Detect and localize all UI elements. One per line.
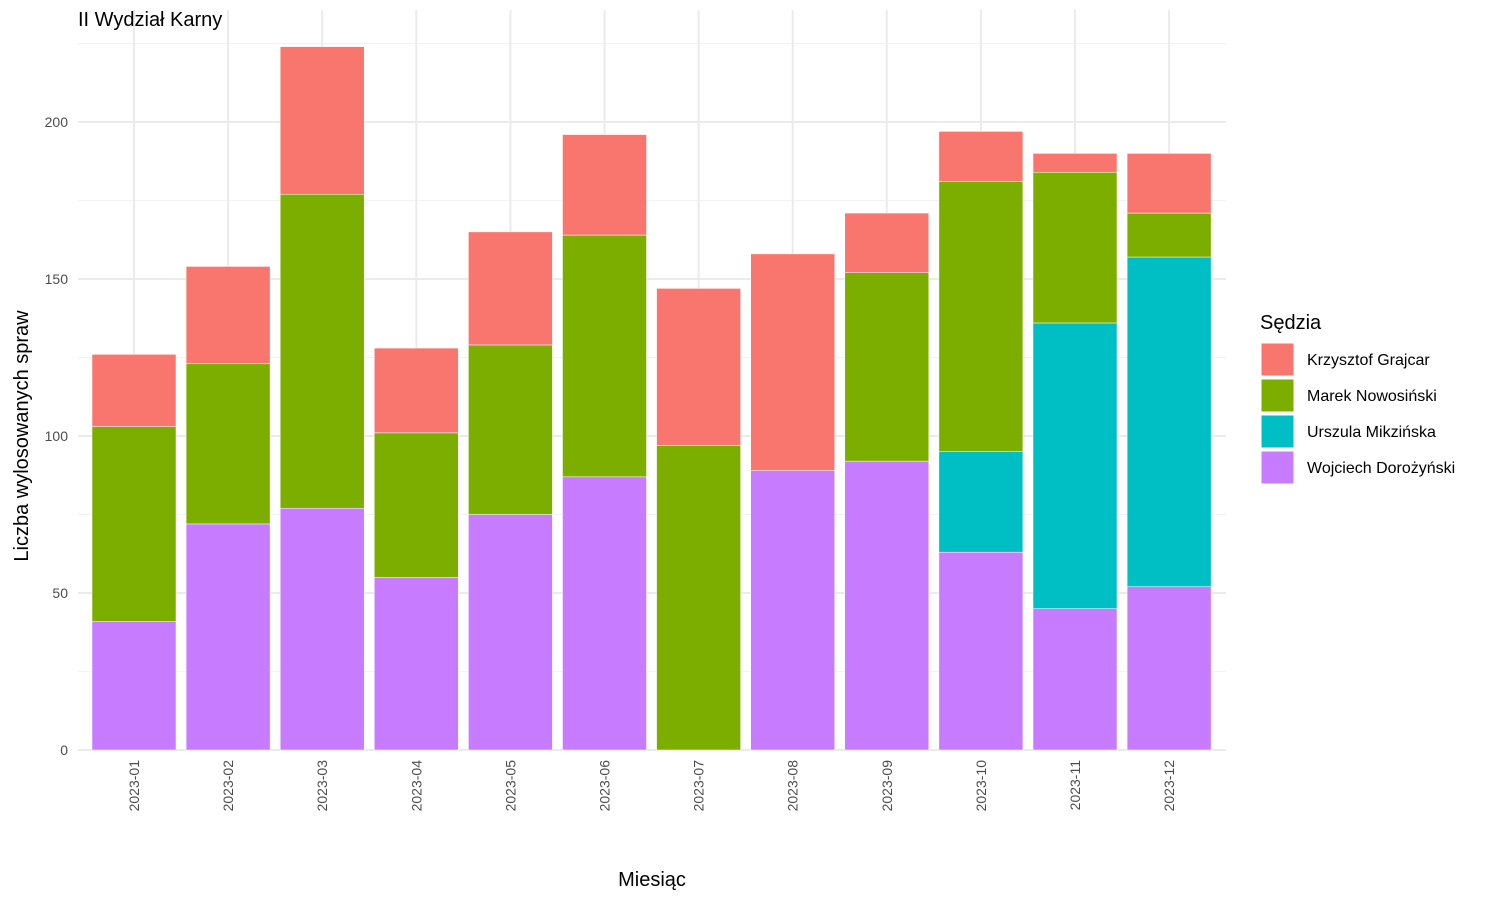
legend: Sędzia Krzysztof Grajcar Marek Nowosiński… (1260, 312, 1455, 485)
x-tick-label: 2023-08 (785, 760, 801, 812)
x-tick-label: 2023-05 (502, 760, 518, 812)
bar-segment (185, 363, 271, 525)
bar-segment (374, 577, 459, 751)
bar-segment (185, 523, 271, 751)
bar-segment (279, 507, 365, 751)
x-tick-label: 2023-11 (1067, 760, 1083, 811)
x-axis: 2023-01 2023-02 2023-03 2023-04 2023-05 2023-… (126, 760, 1177, 812)
bar-segment (656, 445, 741, 751)
chart-title: II Wydział Karny (78, 9, 222, 31)
legend-key (1260, 342, 1295, 377)
bar-segment (1126, 586, 1212, 751)
bar-segment (562, 234, 647, 478)
x-tick-label: 2023-04 (408, 760, 424, 812)
legend-label: Marek Nowosiński (1307, 388, 1437, 405)
bar-segment (1032, 171, 1118, 324)
x-axis-title: Miesiąc (618, 869, 686, 891)
x-tick-label: 2023-01 (126, 760, 142, 812)
bar-segment (750, 470, 835, 751)
bar-segment (91, 354, 177, 427)
bar-segment (374, 347, 459, 434)
y-axis-title: Liczba wylosowanych spraw (11, 310, 33, 562)
legend-label: Wojciech Dorożyński (1307, 460, 1455, 477)
bar-segment (91, 426, 177, 622)
bar-segment (185, 266, 271, 365)
x-tick-label: 2023-07 (691, 760, 707, 812)
bar-segment (468, 514, 553, 751)
legend-key (1260, 450, 1295, 485)
bar-segment (844, 272, 930, 462)
bar-segment (1032, 322, 1118, 609)
legend-key (1260, 414, 1295, 449)
bar-segment (1032, 608, 1118, 751)
legend-title: Sędzia (1260, 312, 1322, 334)
y-axis: 0 50 100 150 200 (45, 114, 69, 758)
x-tick-label: 2023-02 (220, 760, 236, 812)
x-tick-label: 2023-03 (314, 760, 330, 812)
bar-segment (91, 621, 177, 751)
x-tick-label: 2023-10 (973, 760, 989, 812)
y-tick-label: 50 (52, 585, 68, 601)
legend-label: Krzysztof Grajcar (1307, 352, 1430, 369)
x-tick-label: 2023-06 (597, 760, 613, 812)
bar-segment (938, 551, 1024, 751)
bar-segment (844, 212, 930, 273)
bar-segment (562, 476, 647, 751)
legend-label: Urszula Mikzińska (1307, 424, 1436, 441)
y-tick-label: 0 (60, 742, 68, 758)
bar-segment (468, 344, 553, 515)
bar-segment (374, 432, 459, 578)
y-tick-label: 200 (45, 114, 69, 130)
bar-segment (279, 193, 365, 509)
bar-segment (1126, 153, 1212, 214)
x-tick-label: 2023-12 (1161, 760, 1177, 812)
bars (91, 46, 1212, 751)
x-tick-label: 2023-09 (879, 760, 895, 812)
bar-segment (656, 288, 741, 446)
legend-key (1260, 378, 1295, 413)
bar-segment (938, 181, 1024, 452)
bar-segment (279, 46, 365, 195)
bar-segment (468, 231, 553, 346)
bar-segment (750, 253, 835, 471)
bar-segment (1126, 212, 1212, 258)
bar-segment (1126, 256, 1212, 587)
bar-segment (938, 451, 1024, 553)
y-tick-label: 150 (45, 271, 69, 287)
bar-segment (938, 131, 1024, 182)
y-tick-label: 100 (45, 428, 69, 444)
bar-segment (1032, 153, 1118, 173)
bar-segment (844, 460, 930, 751)
bar-segment (562, 134, 647, 236)
